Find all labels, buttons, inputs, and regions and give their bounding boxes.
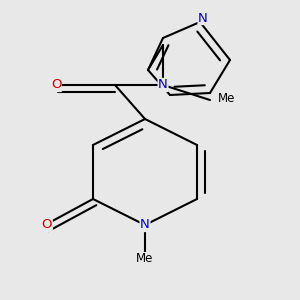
Text: O: O — [42, 218, 52, 232]
Text: N: N — [158, 79, 168, 92]
Text: N: N — [198, 11, 208, 25]
Text: Me: Me — [136, 253, 154, 266]
Text: Me: Me — [218, 92, 236, 104]
Text: O: O — [51, 79, 61, 92]
Text: N: N — [140, 218, 150, 232]
